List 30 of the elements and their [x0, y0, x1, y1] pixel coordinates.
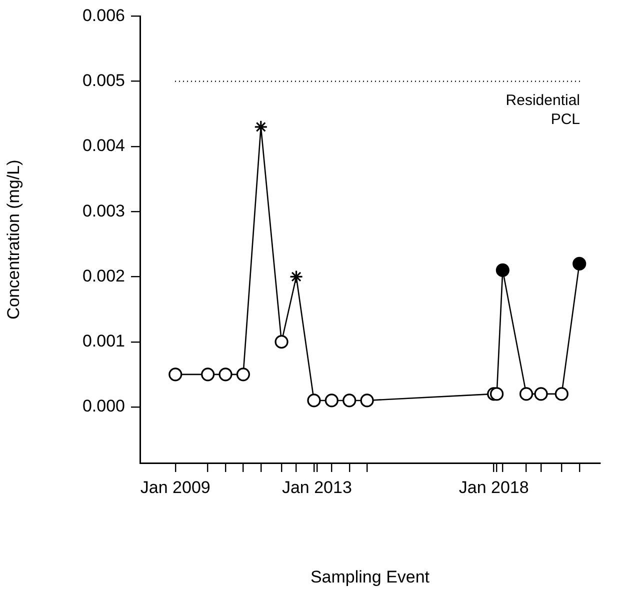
point: [342, 394, 356, 408]
point: [360, 394, 374, 408]
point: [236, 368, 250, 382]
y-tick-label: 0.003: [82, 201, 125, 220]
y-axis-title: Concentration (mg/L): [4, 160, 23, 320]
ref-line-label: Residential PCL: [506, 92, 580, 128]
y-tick-label: 0.006: [82, 6, 125, 25]
point: [274, 335, 288, 349]
y-tick-label: 0.005: [82, 71, 125, 90]
y-tick-label: 0.000: [82, 396, 125, 416]
point: [307, 394, 321, 408]
point: [254, 120, 268, 134]
y-tick-label: 0.001: [82, 332, 125, 351]
point: [490, 387, 504, 401]
point: [324, 394, 338, 408]
point: [534, 387, 548, 401]
x-tick-label: Jan 2018: [458, 478, 529, 497]
point: [554, 387, 568, 401]
point: [289, 270, 304, 284]
x-axis-title: Sampling Event: [310, 567, 430, 586]
point: [218, 368, 232, 382]
point: [519, 387, 534, 401]
point: [168, 368, 182, 382]
x-tick-label: Jan 2009: [140, 478, 210, 497]
point: [201, 368, 215, 382]
point: [572, 256, 586, 270]
point: [496, 263, 510, 278]
y-tick-label: 0.004: [82, 136, 125, 156]
y-tick-label: 0.002: [82, 266, 125, 286]
x-tick-label: Jan 2013: [282, 478, 352, 497]
